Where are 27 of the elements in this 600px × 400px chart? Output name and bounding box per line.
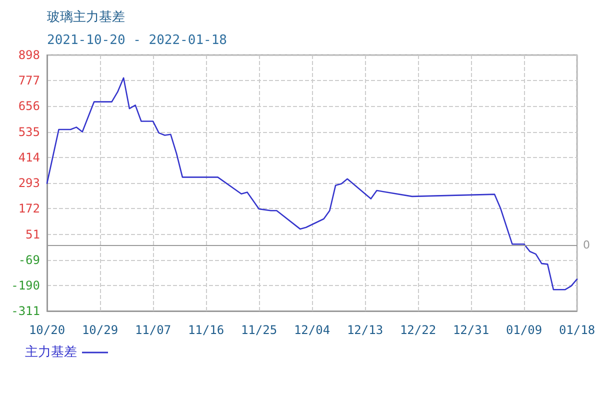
y-tick-label: 898 xyxy=(18,48,40,62)
x-tick-label: 11/07 xyxy=(134,323,172,337)
line-series xyxy=(46,77,578,290)
x-tick-label: 12/04 xyxy=(294,323,330,337)
ref-line-label: 0 xyxy=(583,238,590,252)
x-tick-label: 12/31 xyxy=(452,323,490,337)
x-tick-label: 10/20 xyxy=(28,323,66,337)
y-tick-label: 777 xyxy=(18,74,40,88)
y-tick-label: 293 xyxy=(18,176,40,190)
chart-subtitle: 2021-10-20 - 2022-01-18 xyxy=(47,33,228,48)
legend-label: 主力基差 xyxy=(25,344,77,360)
x-tick-label: 12/13 xyxy=(346,323,384,337)
y-tick-label: -190 xyxy=(11,278,40,292)
x-tick-label: 11/16 xyxy=(188,323,224,337)
y-tick-label: 414 xyxy=(18,150,40,164)
y-tick-label: 535 xyxy=(18,124,40,139)
x-tick-label: 01/18 xyxy=(558,323,596,337)
x-tick-label: 12/22 xyxy=(400,323,436,337)
chart-title: 玻璃主力基差 xyxy=(47,9,125,25)
x-tick-label: 11/25 xyxy=(240,323,278,337)
y-tick-label: -69 xyxy=(18,252,40,267)
x-tick-label: 01/09 xyxy=(506,323,542,337)
y-tick-label: 656 xyxy=(18,99,40,114)
y-tick-label: 172 xyxy=(18,202,40,216)
y-tick-label: 51 xyxy=(26,227,40,242)
x-tick-label: 10/29 xyxy=(82,323,118,337)
y-tick-label: -311 xyxy=(11,304,40,318)
